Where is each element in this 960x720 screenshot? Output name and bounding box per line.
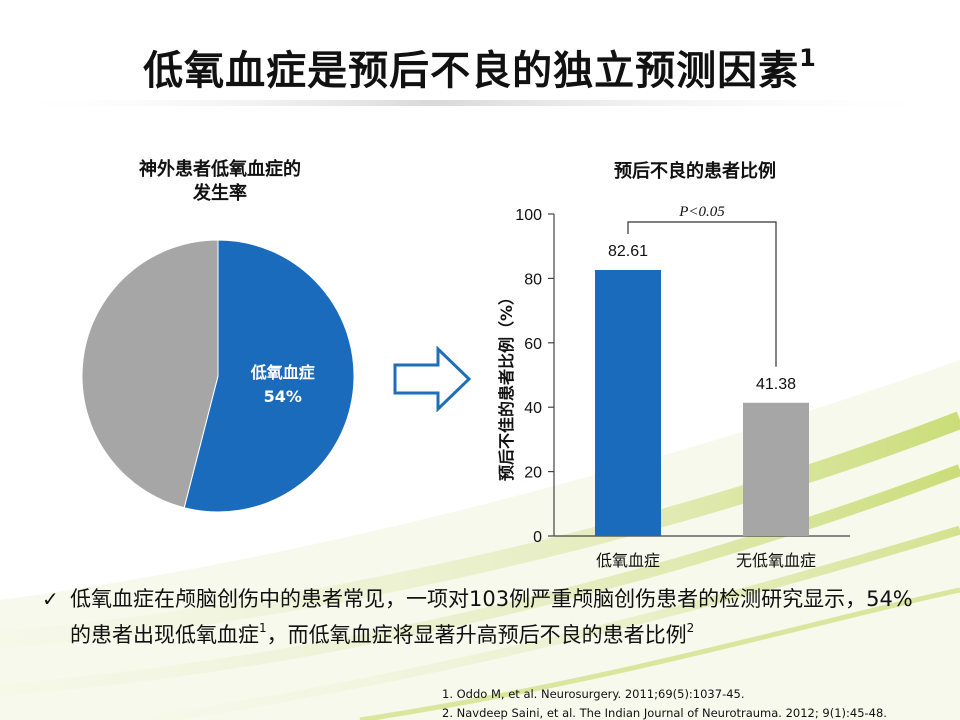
pie-chart-title-line-1: 神外患者低氧血症的 — [139, 159, 301, 180]
bar-chart: 0 20 40 60 80 100 预后不佳的患者比例（%） 82.61 低氧血症 41.38 无低… — [497, 204, 850, 570]
bar-value-label-1: 41.38 — [756, 376, 796, 393]
pie-chart-title-line-2: 发生率 — [193, 183, 247, 204]
bar-1 — [743, 402, 809, 536]
checkmark-icon: ✓ — [42, 587, 59, 611]
y-tick-label-4: 80 — [524, 271, 542, 288]
conclusion-bullet: ✓ 低氧血症在颅脑创伤中的患者常见，一项对103例严重颅脑创伤患者的检测研究显示… — [42, 584, 922, 651]
y-tick-label-3: 60 — [524, 336, 542, 353]
right-arrow-icon — [393, 346, 472, 412]
p-value-annotation: P<0.05 — [678, 204, 725, 220]
pie-slice-1 — [81, 239, 219, 509]
pie-chart-title: 神外患者低氧血症的 发生率 — [100, 158, 340, 206]
pie-chart: 低氧血症 54% — [81, 239, 355, 513]
reference-marker-2: 2 — [686, 621, 695, 635]
y-tick-label-0: 0 — [533, 529, 542, 546]
reference-2: 2. Navdeep Saini, et al. The Indian Jour… — [442, 706, 887, 720]
pie-slice-label-0: 低氧血症 — [250, 363, 315, 382]
x-tick-label-0: 低氧血症 — [596, 551, 660, 570]
slide-title-superscript: 1 — [799, 43, 817, 72]
y-tick-label-2: 40 — [524, 400, 542, 417]
slide-title-text: 低氧血症是预后不良的独立预测因素 — [143, 48, 800, 94]
significance-bracket — [627, 221, 777, 367]
y-axis-label: 预后不佳的患者比例（%） — [497, 289, 516, 481]
reference-marker-1: 1 — [259, 621, 267, 635]
bar-0 — [595, 269, 661, 536]
reference-1: 1. Oddo M, et al. Neurosurgery. 2011;69(… — [442, 687, 745, 701]
pie-slice-value-0: 54% — [264, 387, 302, 406]
references: 1. Oddo M, et al. Neurosurgery. 2011;69(… — [442, 685, 942, 720]
conclusion-text-part-2: ，而低氧血症将显著升高预后不良的患者比例 — [266, 623, 687, 647]
bar-value-label-0: 82.61 — [608, 243, 648, 260]
bar-chart-title: 预后不良的患者比例 — [614, 161, 776, 182]
pie-slice-0 — [183, 239, 355, 513]
slide-title: 低氧血症是预后不良的独立预测因素1 — [0, 38, 960, 96]
x-tick-label-1: 无低氧血症 — [736, 551, 816, 570]
y-tick-label-5: 100 — [515, 207, 542, 224]
conclusion-text-part-1: 低氧血症在颅脑创伤中的患者常见，一项对103例严重颅脑创伤患者的检测研究显示，5… — [70, 587, 913, 647]
y-tick-label-1: 20 — [524, 465, 542, 482]
conclusion-text: 低氧血症在颅脑创伤中的患者常见，一项对103例严重颅脑创伤患者的检测研究显示，5… — [70, 584, 922, 651]
